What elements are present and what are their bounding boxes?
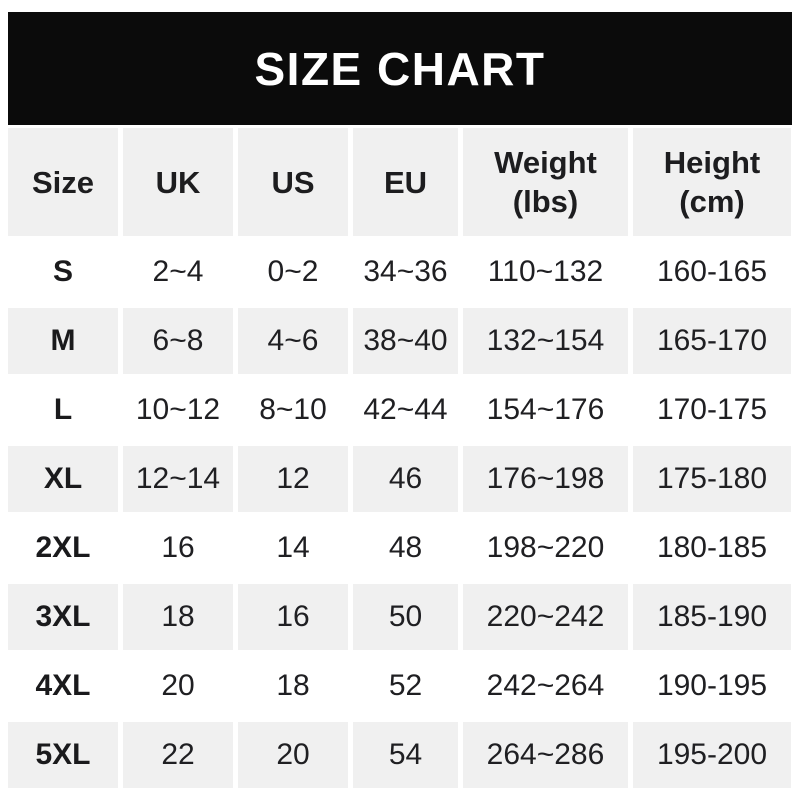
height-cell: 195-200 bbox=[633, 722, 791, 788]
height-cell: 175-180 bbox=[633, 446, 791, 512]
page-title: SIZE CHART bbox=[254, 42, 546, 95]
size-label-cell: XL bbox=[8, 446, 118, 512]
table-row: S 2~4 0~2 34~36 110~132 160-165 bbox=[8, 239, 791, 305]
us-cell: 0~2 bbox=[238, 239, 348, 305]
header-cell-us: US bbox=[238, 128, 348, 236]
size-label-cell: 4XL bbox=[8, 653, 118, 719]
uk-cell: 10~12 bbox=[123, 377, 233, 443]
weight-cell: 198~220 bbox=[463, 515, 628, 581]
size-chart-table: Size UK US EU Weight (lbs) bbox=[3, 125, 796, 791]
height-cell: 165-170 bbox=[633, 308, 791, 374]
size-label-cell: 3XL bbox=[8, 584, 118, 650]
height-cell: 170-175 bbox=[633, 377, 791, 443]
eu-cell: 52 bbox=[353, 653, 458, 719]
uk-cell: 16 bbox=[123, 515, 233, 581]
table-row: 4XL 20 18 52 242~264 190-195 bbox=[8, 653, 791, 719]
table-row: M 6~8 4~6 38~40 132~154 165-170 bbox=[8, 308, 791, 374]
uk-cell: 18 bbox=[123, 584, 233, 650]
us-cell: 16 bbox=[238, 584, 348, 650]
weight-cell: 242~264 bbox=[463, 653, 628, 719]
us-cell: 14 bbox=[238, 515, 348, 581]
size-label-cell: 5XL bbox=[8, 722, 118, 788]
eu-cell: 34~36 bbox=[353, 239, 458, 305]
eu-cell: 48 bbox=[353, 515, 458, 581]
header-label: Size bbox=[31, 164, 95, 200]
header-label: Weight bbox=[494, 145, 597, 180]
us-cell: 4~6 bbox=[238, 308, 348, 374]
header-cell-weight: Weight (lbs) bbox=[463, 128, 628, 236]
table-row: 2XL 16 14 48 198~220 180-185 bbox=[8, 515, 791, 581]
table-row: 5XL 22 20 54 264~286 195-200 bbox=[8, 722, 791, 788]
us-cell: 8~10 bbox=[238, 377, 348, 443]
weight-cell: 110~132 bbox=[463, 239, 628, 305]
us-cell: 18 bbox=[238, 653, 348, 719]
weight-cell: 132~154 bbox=[463, 308, 628, 374]
uk-cell: 6~8 bbox=[123, 308, 233, 374]
uk-cell: 20 bbox=[123, 653, 233, 719]
header-cell-height: Height (cm) bbox=[633, 128, 791, 236]
eu-cell: 54 bbox=[353, 722, 458, 788]
weight-cell: 154~176 bbox=[463, 377, 628, 443]
size-label-cell: S bbox=[8, 239, 118, 305]
table-row: L 10~12 8~10 42~44 154~176 170-175 bbox=[8, 377, 791, 443]
header-label: US bbox=[271, 164, 315, 200]
header-row: Size UK US EU Weight (lbs) bbox=[8, 128, 791, 236]
header-label: Height bbox=[663, 145, 761, 180]
eu-cell: 50 bbox=[353, 584, 458, 650]
weight-cell: 176~198 bbox=[463, 446, 628, 512]
table-row: 3XL 18 16 50 220~242 185-190 bbox=[8, 584, 791, 650]
table-row: XL 12~14 12 46 176~198 175-180 bbox=[8, 446, 791, 512]
us-cell: 12 bbox=[238, 446, 348, 512]
us-cell: 20 bbox=[238, 722, 348, 788]
uk-cell: 22 bbox=[123, 722, 233, 788]
header-cell-eu: EU bbox=[353, 128, 458, 236]
size-chart-banner: SIZE CHART bbox=[8, 12, 792, 125]
uk-cell: 12~14 bbox=[123, 446, 233, 512]
weight-cell: 220~242 bbox=[463, 584, 628, 650]
size-label-cell: M bbox=[8, 308, 118, 374]
height-cell: 190-195 bbox=[633, 653, 791, 719]
eu-cell: 42~44 bbox=[353, 377, 458, 443]
header-label: UK bbox=[155, 164, 201, 200]
size-label-cell: L bbox=[8, 377, 118, 443]
eu-cell: 46 bbox=[353, 446, 458, 512]
height-cell: 180-185 bbox=[633, 515, 791, 581]
uk-cell: 2~4 bbox=[123, 239, 233, 305]
header-cell-uk: UK bbox=[123, 128, 233, 236]
eu-cell: 38~40 bbox=[353, 308, 458, 374]
weight-cell: 264~286 bbox=[463, 722, 628, 788]
header-sublabel: (cm) bbox=[679, 184, 745, 219]
size-label-cell: 2XL bbox=[8, 515, 118, 581]
header-sublabel: (lbs) bbox=[512, 184, 579, 219]
header-label: EU bbox=[383, 164, 428, 200]
height-cell: 160-165 bbox=[633, 239, 791, 305]
height-cell: 185-190 bbox=[633, 584, 791, 650]
header-cell-size: Size bbox=[8, 128, 118, 236]
